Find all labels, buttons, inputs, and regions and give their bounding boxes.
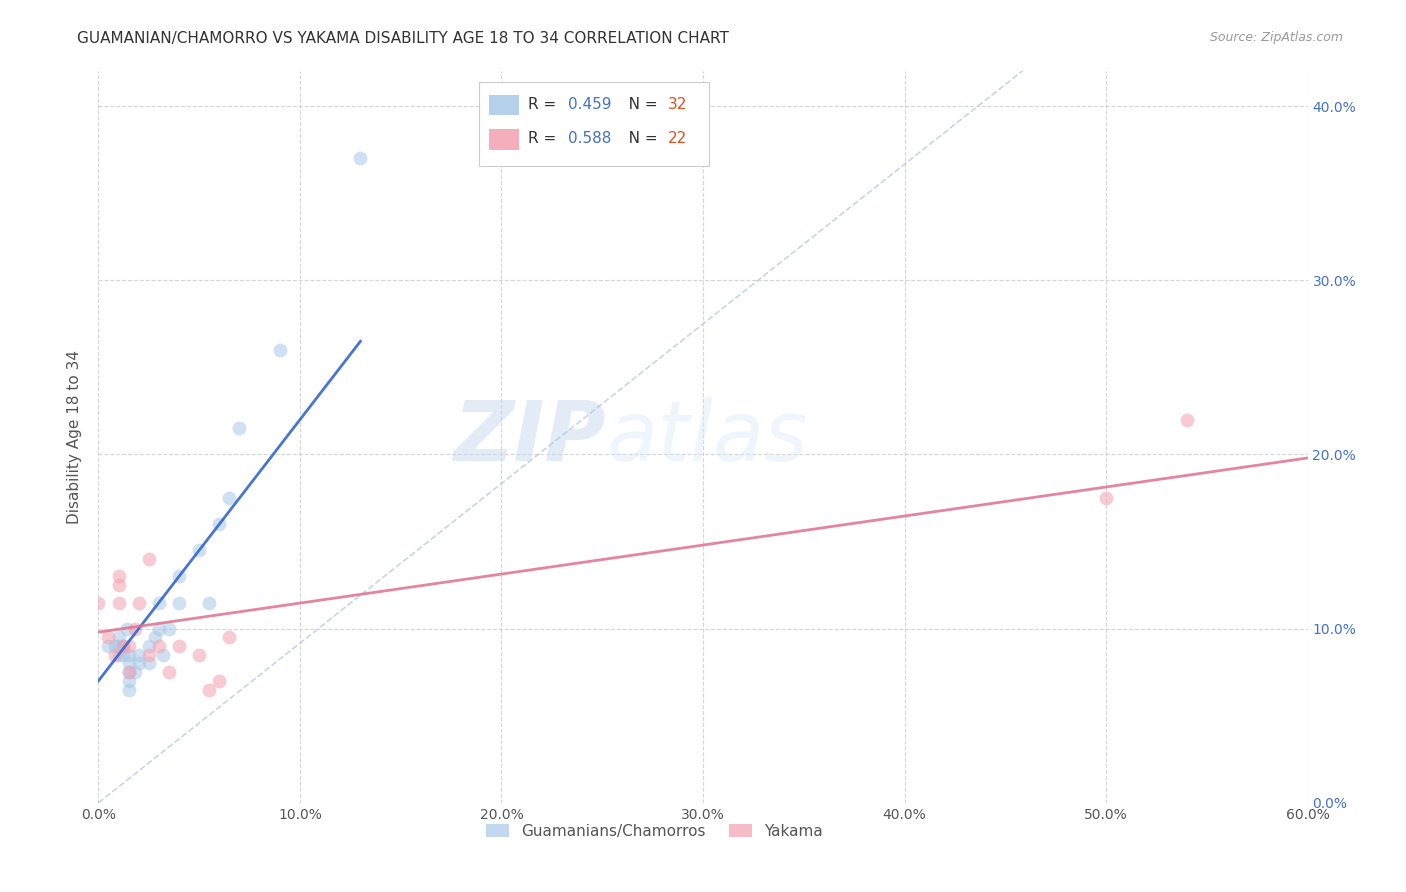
- Y-axis label: Disability Age 18 to 34: Disability Age 18 to 34: [67, 350, 83, 524]
- Point: [118, 648, 141, 662]
- Point: [118, 657, 141, 671]
- Point: [208, 517, 231, 532]
- Point: [138, 648, 160, 662]
- Point: [118, 665, 141, 680]
- Text: GUAMANIAN/CHAMORRO VS YAKAMA DISABILITY AGE 18 TO 34 CORRELATION CHART: GUAMANIAN/CHAMORRO VS YAKAMA DISABILITY …: [77, 31, 730, 46]
- Point: [128, 595, 150, 609]
- Point: [167, 569, 190, 583]
- Point: [1095, 491, 1118, 505]
- Text: 0.459: 0.459: [568, 96, 612, 112]
- Point: [103, 639, 125, 653]
- Point: [148, 622, 170, 636]
- Point: [118, 665, 141, 680]
- Point: [107, 595, 129, 609]
- Point: [349, 152, 371, 166]
- Text: N =: N =: [613, 131, 662, 146]
- Point: [218, 491, 240, 505]
- Point: [107, 578, 129, 592]
- Point: [87, 595, 110, 609]
- Point: [118, 639, 141, 653]
- Text: R =: R =: [527, 131, 561, 146]
- Text: Source: ZipAtlas.com: Source: ZipAtlas.com: [1209, 31, 1343, 45]
- Point: [188, 543, 211, 558]
- Point: [115, 622, 138, 636]
- Point: [118, 673, 141, 688]
- Text: 22: 22: [668, 131, 688, 146]
- Point: [167, 595, 190, 609]
- Point: [269, 343, 291, 357]
- Point: [157, 622, 180, 636]
- Point: [167, 639, 190, 653]
- Point: [124, 665, 146, 680]
- Point: [148, 595, 170, 609]
- Point: [198, 595, 221, 609]
- Point: [138, 657, 160, 671]
- FancyBboxPatch shape: [489, 129, 519, 150]
- Point: [138, 552, 160, 566]
- Legend: Guamanians/Chamorros, Yakama: Guamanians/Chamorros, Yakama: [479, 816, 831, 847]
- Text: atlas: atlas: [606, 397, 808, 477]
- Point: [157, 665, 180, 680]
- Point: [228, 421, 250, 435]
- Point: [218, 631, 240, 645]
- Point: [124, 622, 146, 636]
- Point: [97, 639, 120, 653]
- Point: [111, 648, 134, 662]
- Point: [188, 648, 211, 662]
- Point: [97, 631, 120, 645]
- Point: [111, 639, 134, 653]
- FancyBboxPatch shape: [489, 95, 519, 115]
- Point: [111, 639, 134, 653]
- Point: [198, 682, 221, 697]
- Point: [208, 673, 231, 688]
- Point: [107, 631, 129, 645]
- Point: [138, 639, 160, 653]
- Point: [143, 631, 166, 645]
- Text: 32: 32: [668, 96, 688, 112]
- Point: [152, 648, 174, 662]
- Point: [128, 657, 150, 671]
- Text: ZIP: ZIP: [454, 397, 606, 477]
- Text: 0.588: 0.588: [568, 131, 612, 146]
- Point: [103, 648, 125, 662]
- Point: [128, 648, 150, 662]
- Point: [107, 639, 129, 653]
- Point: [107, 569, 129, 583]
- Text: R =: R =: [527, 96, 561, 112]
- Text: N =: N =: [613, 96, 662, 112]
- Point: [1175, 412, 1198, 426]
- Point: [107, 648, 129, 662]
- Point: [148, 639, 170, 653]
- FancyBboxPatch shape: [479, 82, 709, 167]
- Point: [118, 682, 141, 697]
